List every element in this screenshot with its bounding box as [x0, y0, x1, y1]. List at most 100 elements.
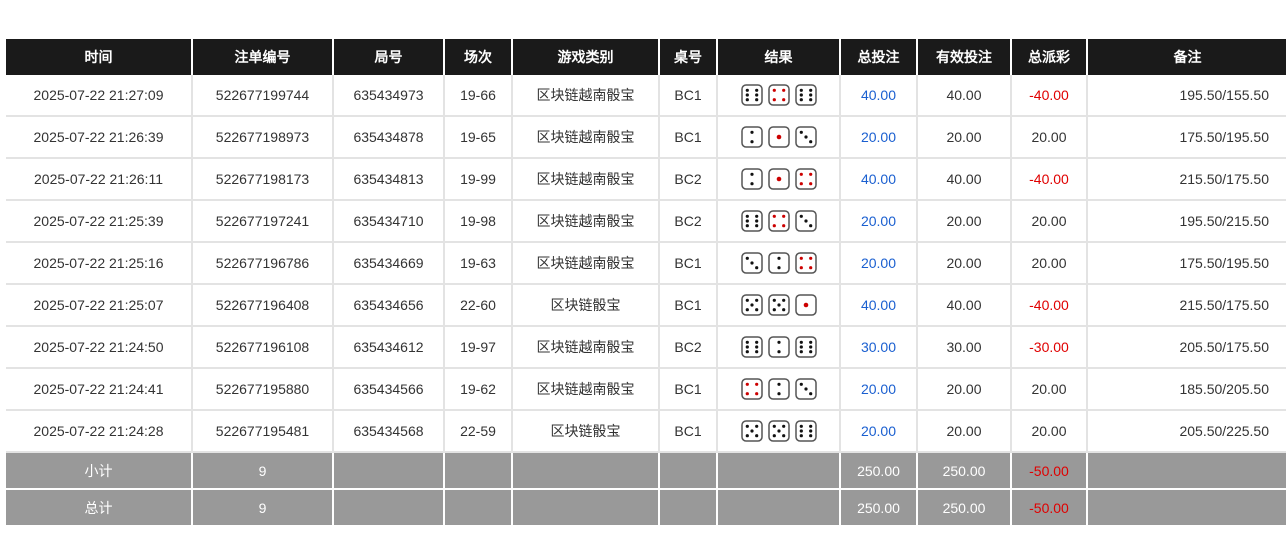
total-bet-cell: 20.00 [840, 368, 918, 411]
valid-bet-cell: 30.00 [917, 326, 1012, 369]
die-4-icon [794, 252, 817, 274]
header-table-no: 桌号 [659, 39, 718, 75]
subtotal-bet: 250.00 [840, 452, 918, 490]
bet-id-cell: 522677195481 [192, 410, 334, 453]
valid-bet-cell: 20.00 [917, 242, 1012, 285]
game-type-cell: 区块链骰宝 [512, 284, 660, 327]
table-no-cell: BC1 [659, 368, 718, 411]
die-3-icon [794, 210, 817, 232]
table-row: 2025-07-22 21:25:07 522677196408 635434656… [6, 284, 1286, 327]
table-row: 2025-07-22 21:24:28 522677195481 635434568… [6, 410, 1286, 453]
valid-bet-cell: 40.00 [917, 284, 1012, 327]
empty-cell [1087, 489, 1286, 527]
die-6-icon [794, 336, 817, 358]
die-4-icon [767, 84, 790, 106]
die-2-icon [767, 336, 790, 358]
die-6-icon [740, 336, 763, 358]
note-cell: 195.50/155.50 [1087, 75, 1286, 117]
session-cell: 19-97 [444, 326, 513, 369]
valid-bet-cell: 20.00 [917, 116, 1012, 159]
table-no-cell: BC2 [659, 200, 718, 243]
dice-result [740, 84, 817, 106]
note-cell: 205.50/225.50 [1087, 410, 1286, 453]
die-2-icon [740, 168, 763, 190]
dice-result [740, 126, 817, 148]
empty-cell [717, 452, 841, 490]
note-cell: 215.50/175.50 [1087, 158, 1286, 201]
total-bet-cell: 40.00 [840, 158, 918, 201]
round-cell: 635434656 [333, 284, 445, 327]
time-cell: 2025-07-22 21:26:11 [6, 158, 193, 201]
round-cell: 635434878 [333, 116, 445, 159]
die-1-icon [767, 168, 790, 190]
header-round: 局号 [333, 39, 445, 75]
valid-bet-cell: 20.00 [917, 200, 1012, 243]
bet-id-cell: 522677199744 [192, 75, 334, 117]
die-5-icon [767, 420, 790, 442]
subtotal-valid: 250.00 [917, 452, 1012, 490]
table-no-cell: BC2 [659, 158, 718, 201]
bet-history-table: 时间 注单编号 局号 场次 游戏类别 桌号 结果 总投注 有效投注 总派彩 备注 2025-07-2… [6, 39, 1286, 527]
table-no-cell: BC1 [659, 284, 718, 327]
table-no-cell: BC2 [659, 326, 718, 369]
empty-cell [717, 489, 841, 527]
header-note: 备注 [1087, 39, 1286, 75]
time-cell: 2025-07-22 21:25:16 [6, 242, 193, 285]
dice-result [740, 420, 817, 442]
bet-id-cell: 522677198973 [192, 116, 334, 159]
round-cell: 635434973 [333, 75, 445, 117]
total-payout-cell: 20.00 [1011, 368, 1088, 411]
die-3-icon [794, 126, 817, 148]
subtotal-label: 小计 [6, 452, 193, 490]
header-valid-bet: 有效投注 [917, 39, 1012, 75]
session-cell: 19-62 [444, 368, 513, 411]
total-bet-cell: 20.00 [840, 200, 918, 243]
game-type-cell: 区块链越南骰宝 [512, 116, 660, 159]
game-type-cell: 区块链越南骰宝 [512, 368, 660, 411]
time-cell: 2025-07-22 21:24:28 [6, 410, 193, 453]
table-no-cell: BC1 [659, 75, 718, 117]
note-cell: 185.50/205.50 [1087, 368, 1286, 411]
time-cell: 2025-07-22 21:24:41 [6, 368, 193, 411]
session-cell: 19-63 [444, 242, 513, 285]
note-cell: 205.50/175.50 [1087, 326, 1286, 369]
empty-cell [444, 489, 513, 527]
die-5-icon [740, 294, 763, 316]
die-4-icon [794, 168, 817, 190]
empty-cell [333, 489, 445, 527]
game-type-cell: 区块链越南骰宝 [512, 200, 660, 243]
subtotal-count: 9 [192, 452, 334, 490]
die-2-icon [767, 378, 790, 400]
subtotal-row: 小计 9 250.00 250.00 -50.00 [6, 452, 1286, 490]
total-payout-cell: 20.00 [1011, 242, 1088, 285]
table-row: 2025-07-22 21:27:09 522677199744 635434973… [6, 75, 1286, 117]
session-cell: 19-66 [444, 75, 513, 117]
total-valid: 250.00 [917, 489, 1012, 527]
empty-cell [333, 452, 445, 490]
table-no-cell: BC1 [659, 116, 718, 159]
result-cell [717, 284, 841, 327]
header-time: 时间 [6, 39, 193, 75]
time-cell: 2025-07-22 21:27:09 [6, 75, 193, 117]
round-cell: 635434612 [333, 326, 445, 369]
table-row: 2025-07-22 21:24:50 522677196108 635434612… [6, 326, 1286, 369]
total-payout-cell: 20.00 [1011, 410, 1088, 453]
bet-id-cell: 522677196786 [192, 242, 334, 285]
die-4-icon [740, 378, 763, 400]
total-bet-cell: 20.00 [840, 116, 918, 159]
die-6-icon [794, 84, 817, 106]
dice-result [740, 336, 817, 358]
session-cell: 19-65 [444, 116, 513, 159]
valid-bet-cell: 20.00 [917, 368, 1012, 411]
table-no-cell: BC1 [659, 242, 718, 285]
time-cell: 2025-07-22 21:24:50 [6, 326, 193, 369]
total-payout-cell: 20.00 [1011, 116, 1088, 159]
result-cell [717, 116, 841, 159]
die-6-icon [740, 84, 763, 106]
valid-bet-cell: 40.00 [917, 158, 1012, 201]
session-cell: 22-59 [444, 410, 513, 453]
total-payout-cell: -40.00 [1011, 75, 1088, 117]
table-no-cell: BC1 [659, 410, 718, 453]
total-bet-cell: 30.00 [840, 326, 918, 369]
game-type-cell: 区块链骰宝 [512, 410, 660, 453]
